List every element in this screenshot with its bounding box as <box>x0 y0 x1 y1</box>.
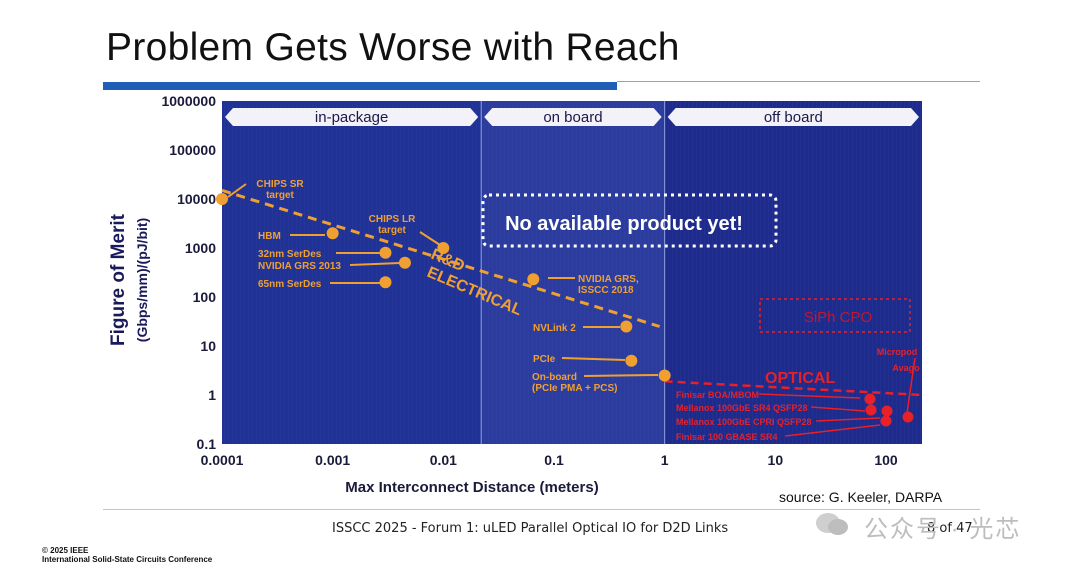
leader-line <box>906 357 916 414</box>
optical-data-point <box>881 405 893 417</box>
y-tick-label: 10 <box>200 338 216 354</box>
wechat-icon <box>816 513 848 535</box>
point-label: On-board <box>532 372 577 383</box>
region-banner <box>667 108 919 126</box>
leader-line <box>349 262 401 266</box>
data-point <box>379 246 392 259</box>
y-tick-label: 1 <box>208 387 216 403</box>
x-tick-label: 1 <box>661 452 669 468</box>
data-point <box>625 354 638 367</box>
x-tick-label: 10 <box>768 452 784 468</box>
y-tick-label: 1000 <box>185 240 216 256</box>
x-tick-label: 100 <box>874 452 898 468</box>
optical-data-point <box>880 415 892 427</box>
optical-trend-line <box>664 380 923 397</box>
point-label: HBM <box>258 231 281 242</box>
siph-label: SiPh CPO <box>804 309 872 326</box>
x-tick-label: 0.01 <box>430 452 457 468</box>
optical-data-point <box>902 411 914 423</box>
source-note: source: G. Keeler, DARPA <box>779 489 943 505</box>
point-label: 32nm SerDes <box>258 249 322 260</box>
region-label: off board <box>764 109 823 126</box>
y-tick-label: 1000000 <box>161 93 216 109</box>
y-axis-label: Figure of Merit <box>108 213 129 346</box>
x-tick-label: 0.0001 <box>201 452 244 468</box>
data-point <box>216 193 228 205</box>
data-point <box>620 320 633 333</box>
data-point <box>527 273 540 286</box>
leader-line <box>785 424 881 437</box>
copyright-line-2: International Solid-State Circuits Confe… <box>42 555 213 564</box>
data-point <box>326 227 339 240</box>
optical-point-label: Mellanox 100GbE SR4 QSFP28 <box>676 403 808 413</box>
optical-point-label: Avago <box>892 363 920 373</box>
y-tick-label: 100000 <box>169 142 216 158</box>
optical-data-point <box>864 393 876 405</box>
copyright-line-1: © 2025 IEEE <box>42 546 89 555</box>
electrical-trend-line <box>221 188 661 328</box>
siph-box <box>759 298 911 333</box>
data-point <box>379 276 392 289</box>
y-tick-label: 0.1 <box>197 436 217 452</box>
region-band <box>481 101 665 444</box>
leader-line <box>583 374 659 377</box>
title-accent-bar <box>103 82 617 90</box>
leader-line <box>419 231 441 246</box>
plot-background <box>222 101 922 444</box>
region-label: on board <box>543 109 602 126</box>
footer-rule <box>103 509 980 510</box>
optical-label: OPTICAL <box>765 370 835 387</box>
copyright: © 2025 IEEE International Solid-State Ci… <box>42 546 212 564</box>
point-label: PCIe <box>533 354 556 365</box>
point-label: ISSCC 2018 <box>578 285 634 296</box>
page-number: 8 of 47 <box>927 521 973 536</box>
region-banner <box>484 108 662 126</box>
region-banner <box>225 108 479 126</box>
optical-point-label: Mellanox 100GbE CPRI QSFP28 <box>676 417 812 427</box>
leader-line <box>227 183 247 198</box>
optical-point-label: Micropod <box>877 347 918 357</box>
no-product-label: No available product yet! <box>505 213 743 235</box>
point-label: 65nm SerDes <box>258 279 322 290</box>
footer-text: ISSCC 2025 - Forum 1: uLED Parallel Opti… <box>332 521 729 536</box>
optical-point-label: Finisar 100 GBASE SR4 <box>676 432 778 442</box>
x-tick-label: 0.001 <box>315 452 350 468</box>
point-label: NVLink 2 <box>533 323 576 334</box>
data-point <box>437 242 450 254</box>
slide-title: Problem Gets Worse with Reach <box>106 26 680 69</box>
leader-line <box>811 406 866 412</box>
y-tick-label: 100 <box>193 289 217 305</box>
region-band <box>664 101 922 444</box>
x-axis-label: Max Interconnect Distance (meters) <box>345 479 598 496</box>
region-label: in-package <box>315 109 388 126</box>
point-label: target <box>266 190 294 201</box>
leader-line <box>759 393 861 399</box>
data-point <box>658 369 671 382</box>
optical-point-label: Finisar BOA/MBOM <box>676 390 759 400</box>
point-label: CHIPS LR <box>369 214 416 225</box>
point-label: CHIPS SR <box>256 179 304 190</box>
leader-line <box>816 417 881 422</box>
data-point <box>398 256 411 269</box>
point-label: target <box>378 225 406 236</box>
watermark-text: 公众号 · 光芯 <box>864 516 1022 543</box>
point-label: NVIDIA GRS, <box>578 274 639 285</box>
optical-data-point <box>865 404 877 416</box>
title-rule <box>617 81 980 82</box>
x-tick-label: 0.1 <box>544 452 564 468</box>
y-tick-label: 10000 <box>177 191 216 207</box>
y-axis-units: (Gbps/mm)/(pJ/bit) <box>134 218 150 342</box>
leader-line <box>561 357 626 361</box>
point-label: (PCIe PMA + PCS) <box>532 383 617 394</box>
point-label: NVIDIA GRS 2013 <box>258 261 341 272</box>
region-band <box>222 101 482 444</box>
no-product-box <box>481 193 778 248</box>
